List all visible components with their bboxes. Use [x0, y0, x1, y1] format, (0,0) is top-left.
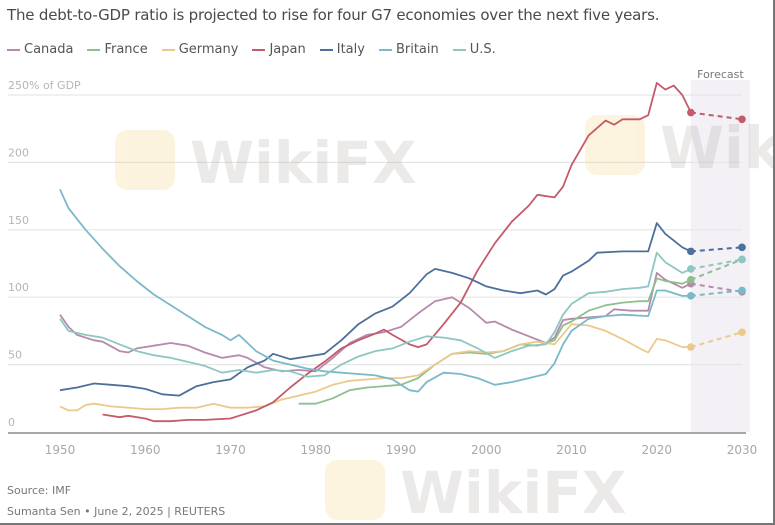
- watermark-icon: [325, 460, 385, 520]
- x-tick-label: 2030: [727, 443, 758, 457]
- watermark-logo: WikiFX: [325, 459, 627, 525]
- series-line-canada: [59, 272, 692, 373]
- legend-item-britain: Britain: [378, 42, 439, 57]
- forecast-label: Forecast: [697, 68, 744, 81]
- legend-swatch-icon: [161, 48, 175, 51]
- legend-swatch-icon: [452, 48, 466, 51]
- point-japan-2030: [738, 115, 746, 124]
- y-tick-label: 0: [8, 416, 15, 429]
- series-line-u-s: [59, 251, 692, 378]
- legend-label: Britain: [395, 42, 439, 57]
- legend-item-italy: Italy: [319, 42, 365, 57]
- legend-swatch-icon: [319, 48, 333, 51]
- watermark-icon: [585, 115, 645, 175]
- frame-border-right: [773, 0, 775, 525]
- legend-swatch-icon: [252, 48, 266, 51]
- point-italy-2024: [687, 247, 695, 256]
- y-tick-label: 50: [8, 349, 22, 362]
- source-note: Source: IMF: [7, 484, 72, 497]
- frame-border-bottom: [0, 523, 775, 525]
- watermark-text: WikiFX: [400, 459, 627, 525]
- y-tick-label: 150: [8, 214, 29, 227]
- legend-label: Japan: [269, 42, 306, 57]
- point-germany-2030: [738, 328, 746, 337]
- series-line-germany: [59, 323, 691, 412]
- x-tick-label: 1960: [130, 443, 161, 457]
- watermark-logo: WikiFX: [115, 129, 417, 197]
- legend-item-canada: Canada: [7, 42, 73, 57]
- legend-item-u-s: U.S.: [452, 42, 496, 57]
- point-italy-2030: [738, 243, 746, 252]
- point-u-s-2024: [687, 265, 695, 273]
- series-line-japan: [102, 82, 692, 423]
- point-france-2024: [687, 275, 695, 284]
- legend-swatch-icon: [378, 48, 392, 51]
- series-line-britain: [59, 189, 691, 393]
- y-tick-label: 200: [8, 146, 29, 159]
- point-u-s-2030: [738, 255, 746, 264]
- watermark-icon: [115, 130, 175, 190]
- byline: Sumanta Sen • June 2, 2025 | REUTERS: [7, 505, 226, 518]
- point-germany-2024: [687, 343, 695, 351]
- point-britain-2024: [687, 292, 695, 300]
- watermark-text: WikiFX: [660, 114, 775, 182]
- watermark-text: WikiFX: [190, 129, 417, 197]
- watermark-logo: WikiFX: [585, 114, 775, 182]
- legend-label: France: [104, 42, 148, 57]
- y-tick-label: 100: [8, 281, 29, 294]
- chart-legend: Canada France Germany Japan Italy Britain U.S.: [7, 42, 496, 57]
- legend-item-germany: Germany: [161, 42, 239, 57]
- x-tick-label: 2000: [471, 443, 502, 457]
- y-tick-label: 250% of GDP: [8, 79, 81, 92]
- forecast-line-france: [690, 258, 743, 281]
- x-tick-label: 1970: [215, 443, 246, 457]
- x-tick-label: 1950: [45, 443, 76, 457]
- x-tick-label: 1990: [386, 443, 417, 457]
- legend-label: Germany: [178, 42, 239, 57]
- legend-item-japan: Japan: [252, 42, 306, 57]
- legend-swatch-icon: [87, 48, 101, 51]
- legend-label: Canada: [24, 42, 74, 57]
- x-tick-label: 1980: [300, 443, 331, 457]
- point-britain-2030: [738, 286, 746, 295]
- legend-label: Italy: [336, 42, 365, 57]
- legend-swatch-icon: [7, 48, 20, 51]
- point-japan-2024: [687, 108, 695, 117]
- x-tick-label: 2010: [556, 443, 587, 457]
- legend-label: U.S.: [469, 42, 496, 57]
- x-tick-label: 2020: [641, 443, 672, 457]
- legend-item-france: France: [87, 42, 148, 57]
- series-line-italy: [59, 222, 692, 397]
- forecast-band: [690, 80, 750, 432]
- chart-title: The debt-to-GDP ratio is projected to ri…: [7, 6, 660, 24]
